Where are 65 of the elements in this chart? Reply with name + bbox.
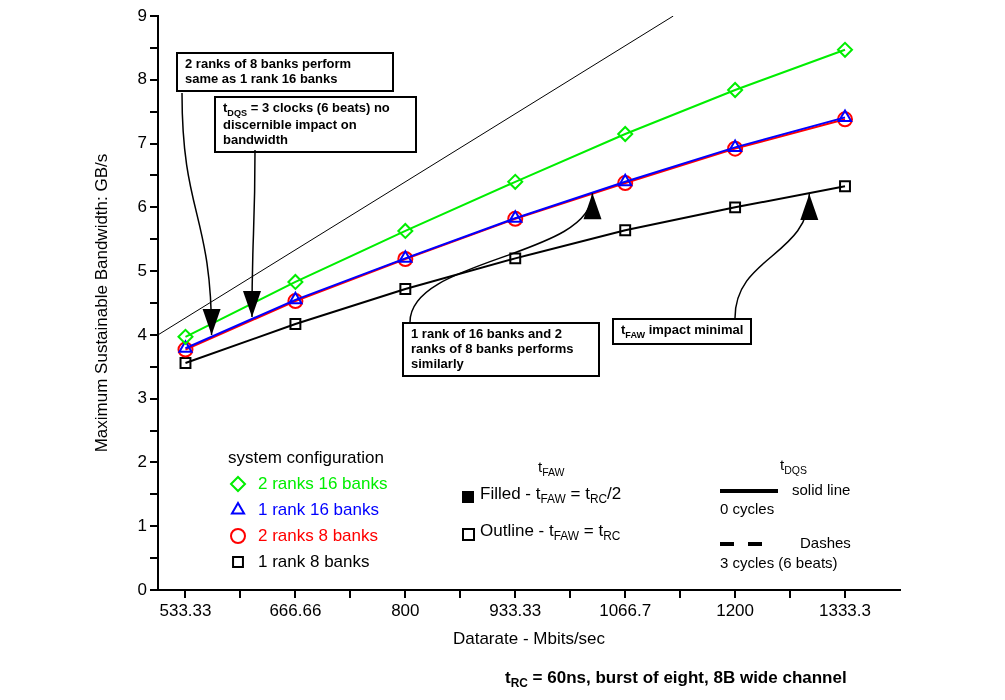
point [727,81,744,98]
annotation: 3 cycles (6 beats) [720,554,838,572]
x-tick-label: 533.33 [159,600,212,620]
annotation: Dashes [800,534,851,552]
point [508,210,523,223]
point [727,140,744,157]
y-tick-label: 9 [137,5,147,25]
x-tick-label: 1200 [716,600,755,620]
point [397,250,414,267]
annotation: Outline - t$_{FAW}$ = t$_{RC}$ [480,521,621,545]
annotation: t$_{FAW}$ [538,458,565,479]
point [617,125,634,142]
y-tick-label: 5 [137,260,147,280]
point [728,139,743,152]
x-tick-label: 666.66 [269,600,322,620]
point [398,250,413,263]
point [399,283,412,295]
text: t$_{RC}$ = 60ns, burst of eight, 8B wide channel [505,668,847,692]
annotation: t$_{FAW}$ impact minimal [612,318,753,346]
y-tick-label: 3 [137,388,147,408]
annotation: t$_{DQS}$ = 3 clocks (6 beats) no discernible impact on bandwidth [214,96,417,153]
legend-label: 2 ranks 16 banks [258,473,388,493]
legend-label: 1 rank 16 banks [258,499,379,519]
y-tick-label: 2 [137,452,147,472]
legend-title: system configuration [228,447,384,467]
x-axis-title: Datarate - Mbits/sec [452,629,606,649]
x-tick-label: 933.33 [489,600,542,620]
annotation: 0 cycles [720,500,775,518]
annotation: 2 ranks of 8 banks perform same as 1 rank 16 banks [176,52,394,92]
legend-label: 1 rank 8 banks [258,551,370,571]
point [287,273,304,290]
point [617,175,634,192]
point [177,328,194,345]
y-tick-label: 4 [137,324,147,344]
point [289,318,302,330]
y-tick-label: 1 [137,515,147,535]
point [287,293,304,310]
point [288,291,303,305]
annotation: Filled - t$_{FAW}$ = t$_{RC}$/2 [480,484,622,508]
y-tick-label: 0 [137,579,147,599]
point [177,341,194,358]
point [619,224,632,237]
annotation: 1 rank of 16 banks and 2 ranks of 8 banks performs similarly [402,322,600,377]
x-tick-label: 1066.7 [599,600,652,620]
point [839,180,851,193]
point [179,357,192,369]
point [507,173,524,190]
x-tick-label: 1333.3 [819,600,872,620]
point [507,210,524,227]
y-tick-label: 6 [137,197,147,217]
y-axis-title: Maximum Sustainable Bandwidth: GB/s [91,153,111,453]
y-tick-label: 8 [137,69,147,89]
y-tick-label: 7 [137,133,147,153]
point [837,41,854,58]
point [397,222,414,239]
point [837,109,853,122]
annotation: solid line [792,481,851,499]
point [837,111,854,128]
point [178,340,193,353]
x-tick-label: 800 [391,600,420,620]
point [509,252,522,265]
point [618,173,633,187]
annotation: t$_{DQS}$ [780,456,807,477]
point [729,201,742,214]
legend-label: 2 ranks 8 banks [258,525,379,545]
